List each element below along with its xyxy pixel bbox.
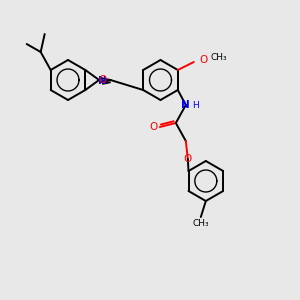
Text: O: O: [98, 75, 106, 85]
Text: CH₃: CH₃: [193, 218, 209, 227]
Text: H: H: [192, 100, 199, 109]
Text: N: N: [98, 76, 107, 86]
Text: N: N: [182, 100, 190, 110]
Text: O: O: [184, 154, 192, 164]
Text: CH₃: CH₃: [211, 53, 227, 62]
Text: O: O: [200, 55, 208, 65]
Text: O: O: [150, 122, 158, 132]
